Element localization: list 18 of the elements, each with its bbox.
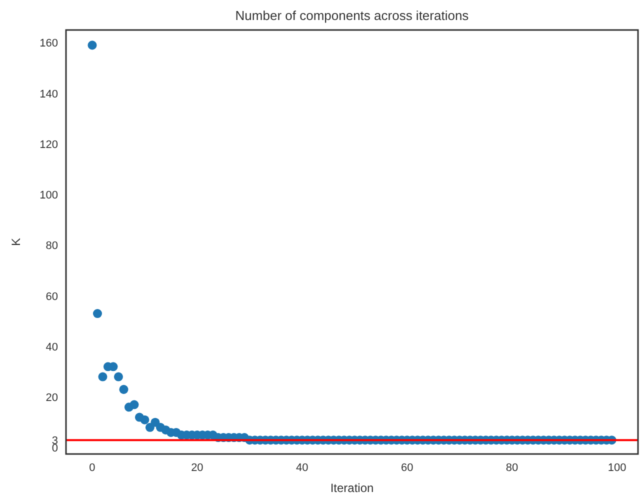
y-tick-label: 20 — [46, 392, 58, 404]
y-tick-label: 0 — [52, 442, 58, 455]
y-tick-label: 160 — [40, 38, 58, 50]
y-tick-label: 60 — [46, 290, 58, 303]
y-tick-label: 80 — [46, 240, 58, 252]
x-axis-title: Iteration — [330, 481, 374, 495]
y-tick-label: 40 — [46, 341, 58, 354]
y-tick-label: 120 — [40, 138, 58, 151]
x-tick-label: 80 — [506, 462, 518, 474]
x-tick-label: 40 — [296, 462, 308, 474]
x-tick-label: 60 — [400, 462, 414, 474]
chart-title: Number of components across iterations — [235, 8, 470, 23]
y-axis-title: K — [9, 238, 23, 246]
y-tick-label: 140 — [40, 88, 58, 100]
x-tick-label: 100 — [608, 462, 626, 474]
x-tick-label: 20 — [191, 462, 204, 474]
x-tick-label: 0 — [89, 462, 96, 474]
y-tick-label: 100 — [40, 190, 58, 202]
